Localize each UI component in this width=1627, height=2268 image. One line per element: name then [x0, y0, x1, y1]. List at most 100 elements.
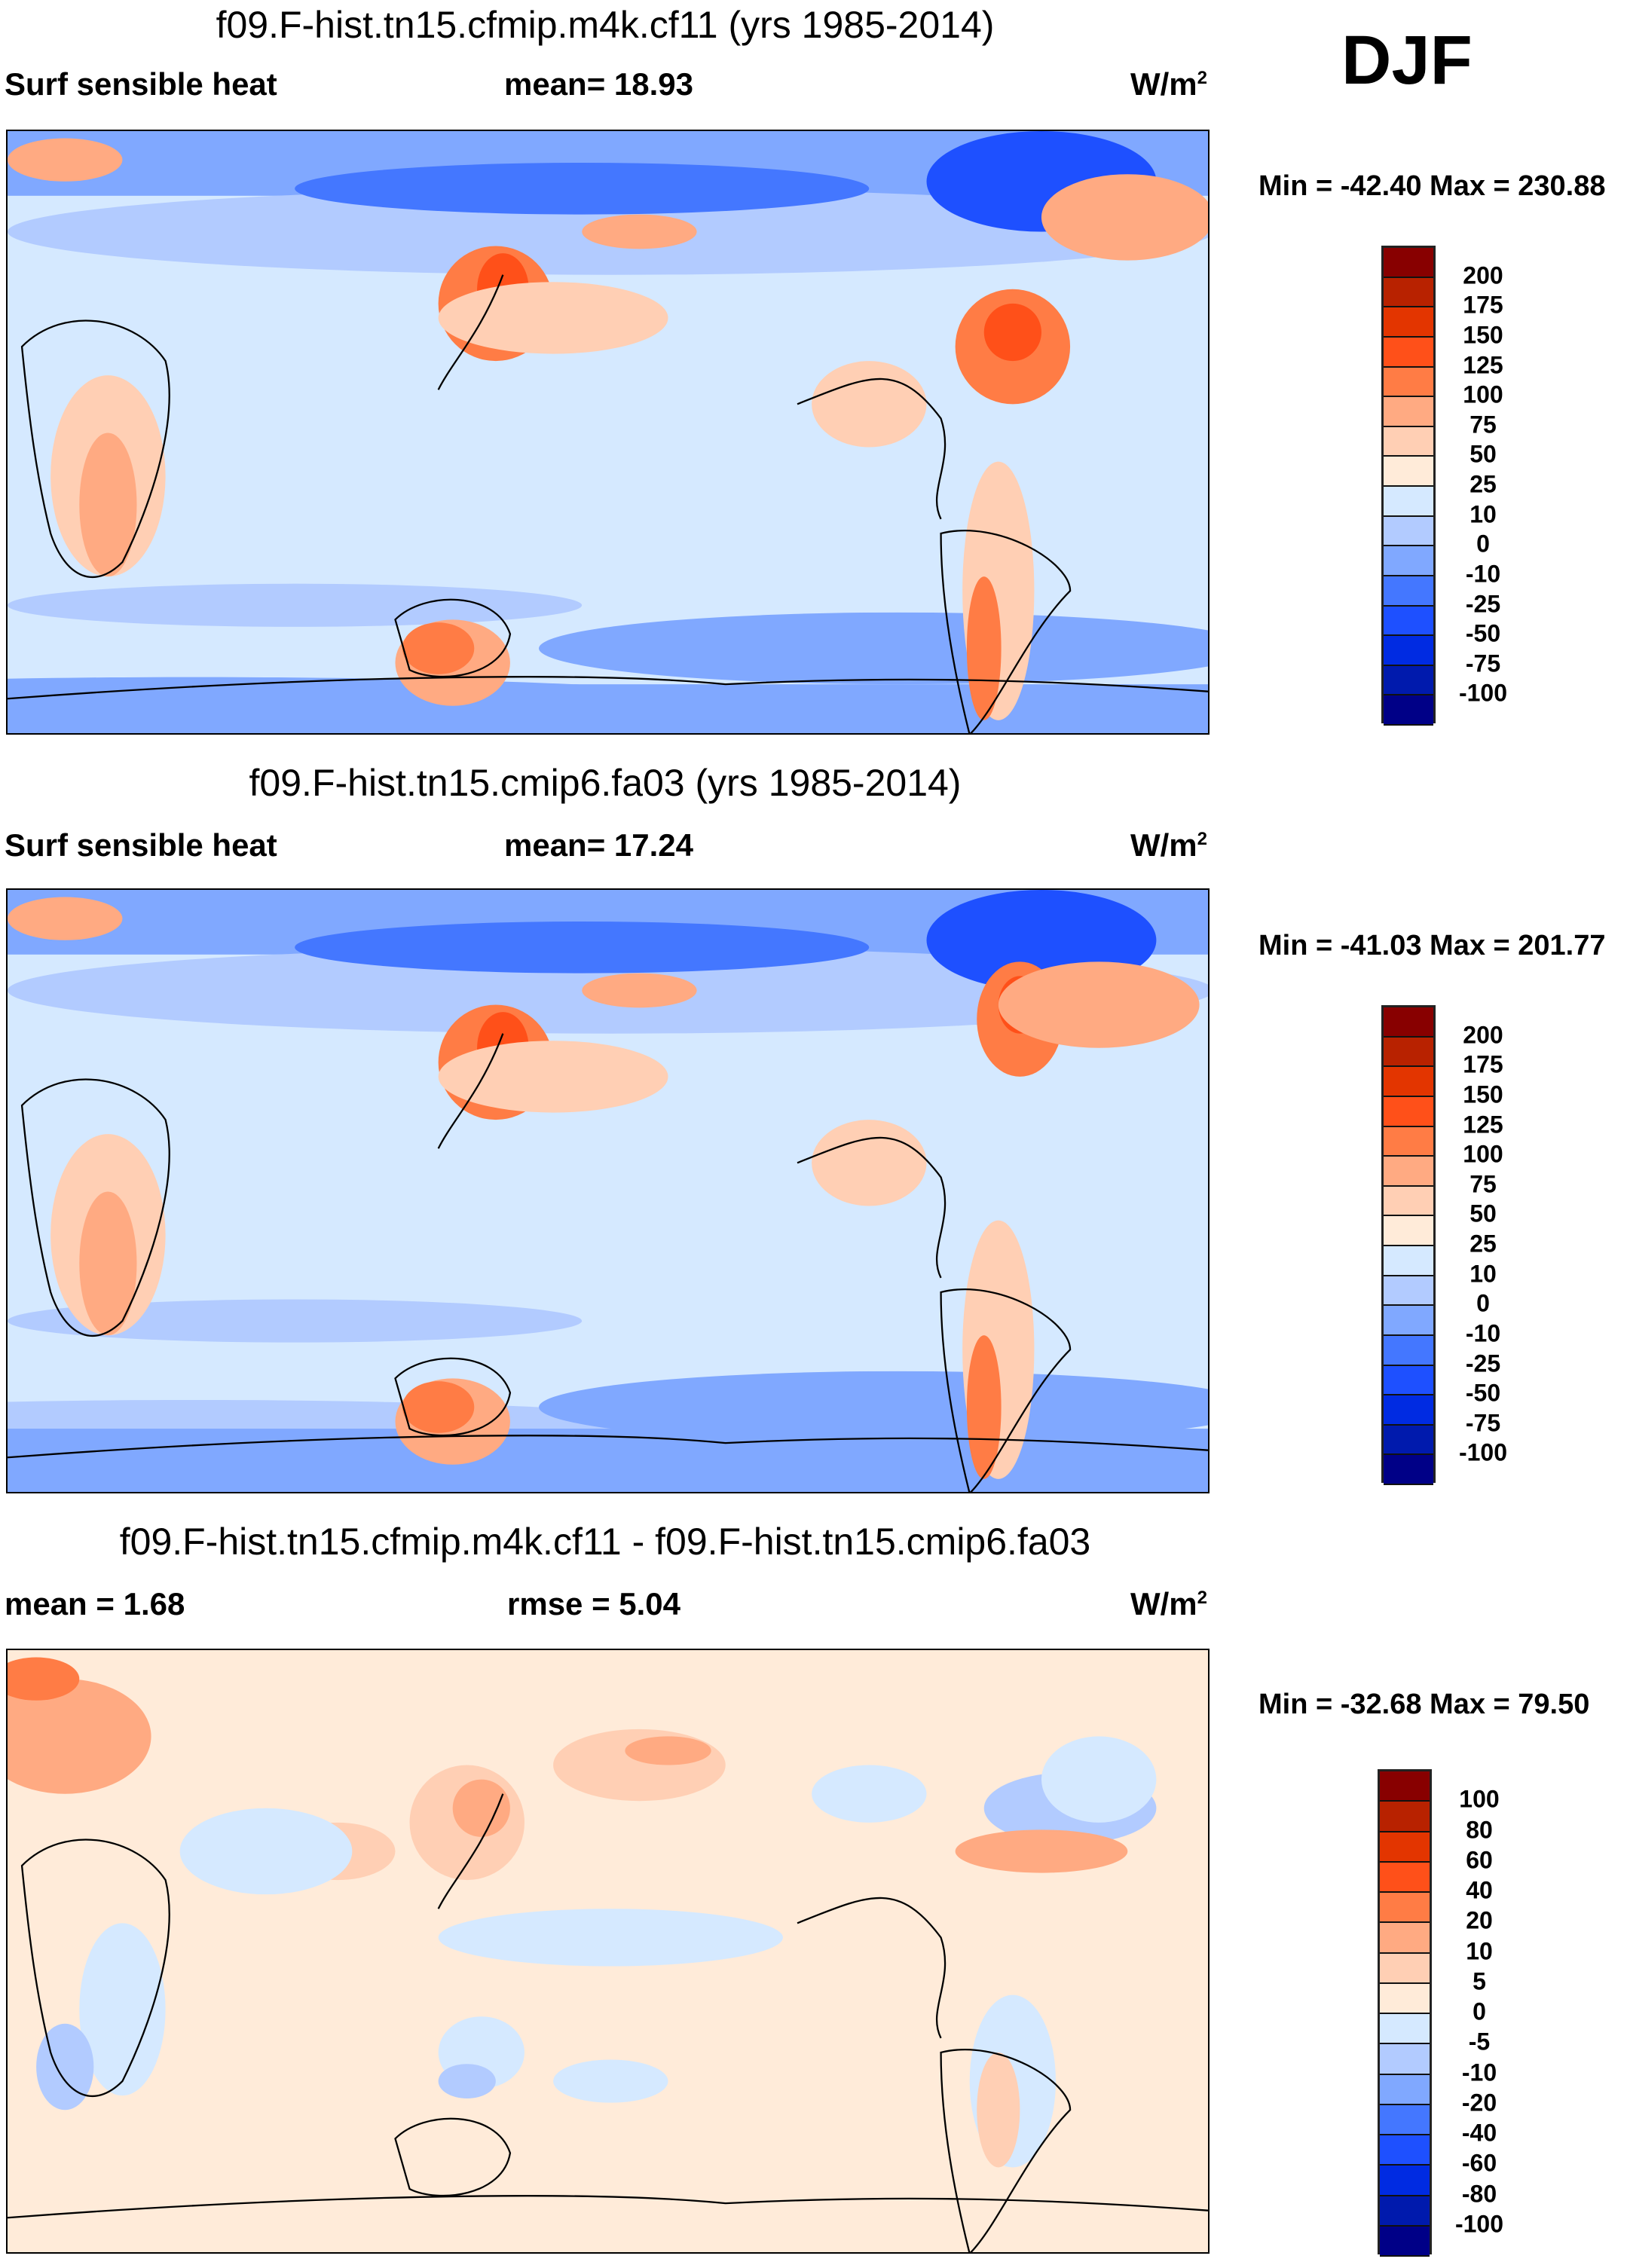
field-contour-region: [998, 961, 1200, 1048]
colorbar-bin: [1380, 1771, 1430, 1802]
colorbar-bin: [1380, 1802, 1430, 1832]
colorbar-bin: [1380, 2196, 1430, 2227]
field-contour-region: [295, 162, 870, 215]
coastline: [437, 1793, 947, 2039]
colorbar-tick-label: -100: [1458, 1438, 1508, 1466]
field-contour-region: [812, 1765, 927, 1823]
colorbar-bin: [1384, 636, 1433, 666]
field-contour-region: [539, 612, 1208, 685]
colorbar-tick-label: 10: [1466, 1937, 1493, 1964]
field-contour-region: [8, 1657, 80, 1701]
colorbar-tick-label: -100: [1454, 2210, 1504, 2238]
field-contour-region: [36, 2023, 94, 2111]
colorbar-tick-label: 20: [1466, 1906, 1493, 1934]
coastline: [8, 2195, 1208, 2219]
colorbar-tick-label: -50: [1465, 619, 1501, 647]
field-contour-region: [582, 973, 697, 1008]
field-contour-region: [966, 1335, 1002, 1479]
colorbar-tick-label: 5: [1473, 1967, 1486, 1995]
colorbar-tick-label: 200: [1463, 261, 1503, 289]
min-max-label: Min = -42.40 Max = 230.88: [1258, 170, 1606, 202]
field-contour-region: [452, 1779, 510, 1837]
field-contour-region: [8, 897, 123, 940]
colorbar-bin: [1384, 1157, 1433, 1187]
colorbar-bin: [1384, 397, 1433, 427]
colorbar-tick-label: 80: [1466, 1816, 1493, 1843]
field-contour-region: [402, 1381, 475, 1433]
colorbar-tick-label: -40: [1461, 2119, 1497, 2147]
colorbar-bin: [1384, 1425, 1433, 1456]
field-contour-region: [438, 2064, 496, 2098]
map-field: [6, 1649, 1210, 2254]
colorbar-tick-label: 50: [1469, 440, 1497, 468]
colorbar-bin: [1384, 1455, 1433, 1485]
panel-left-label: mean = 1.68: [5, 1586, 185, 1622]
map-field: [6, 888, 1210, 1493]
units-exponent: 2: [1197, 68, 1208, 88]
colorbar-bin: [1380, 1983, 1430, 2014]
colorbar: [1381, 1005, 1436, 1485]
units-exponent: 2: [1197, 1588, 1208, 1608]
colorbar-tick-label: 0: [1476, 1289, 1490, 1317]
colorbar-tick-label: -60: [1461, 2149, 1497, 2177]
colorbar-bin: [1384, 337, 1433, 368]
colorbar-bin: [1380, 2014, 1430, 2045]
colorbar-bin: [1384, 576, 1433, 607]
colorbar-tick-label: 25: [1469, 470, 1497, 498]
coastline: [8, 676, 1208, 700]
colorbar-bin: [1380, 2104, 1430, 2135]
units-label: W/m2: [1130, 66, 1207, 102]
colorbar-tick-label: 175: [1463, 1050, 1503, 1078]
field-contour-region: [983, 303, 1041, 362]
panel-center-label: rmse = 5.04: [507, 1586, 681, 1622]
colorbar-tick-label: 50: [1469, 1200, 1497, 1227]
colorbar: [1378, 1769, 1432, 2257]
colorbar-bin: [1380, 2074, 1430, 2105]
colorbar-bin: [1384, 1246, 1433, 1276]
field-contour-region: [79, 433, 137, 577]
colorbar-bin: [1384, 457, 1433, 487]
field-contour-region: [438, 282, 668, 354]
colorbar-bin: [1384, 1365, 1433, 1396]
panel-title: f09.F-hist.tn15.cfmip.m4k.cf11 - f09.F-h…: [119, 1521, 1091, 1563]
units-exponent: 2: [1197, 829, 1208, 849]
colorbar-bin: [1384, 1067, 1433, 1097]
min-max-label: Min = -41.03 Max = 201.77: [1258, 930, 1606, 961]
season-label: DJF: [1341, 22, 1473, 99]
field-contour-region: [179, 1808, 353, 1895]
colorbar-bin: [1384, 426, 1433, 457]
field-contour-region: [79, 1191, 137, 1336]
panel-center-label: mean= 18.93: [504, 66, 694, 102]
field-contour-region: [79, 1923, 166, 2096]
colorbar-tick-label: 200: [1463, 1021, 1503, 1049]
colorbar-tick-label: 75: [1469, 411, 1497, 439]
field-contour-region: [402, 622, 475, 674]
colorbar-tick-label: 125: [1463, 351, 1503, 378]
units-label: W/m2: [1130, 1586, 1207, 1622]
colorbar-tick-label: 100: [1463, 1140, 1503, 1168]
colorbar-bin: [1384, 606, 1433, 637]
field-contour-region: [8, 138, 123, 182]
colorbar-tick-label: -100: [1458, 679, 1508, 707]
colorbar-tick-label: 150: [1463, 1081, 1503, 1108]
colorbar-bin: [1384, 1276, 1433, 1307]
field-contour-region: [812, 1120, 927, 1206]
colorbar-tick-label: 100: [1463, 381, 1503, 408]
colorbar-tick-label: -75: [1465, 1409, 1501, 1437]
field-contour-region: [966, 576, 1002, 720]
colorbar-bin: [1384, 248, 1433, 278]
coastline: [8, 1435, 1208, 1459]
colorbar-bin: [1384, 277, 1433, 308]
colorbar-bin: [1380, 1893, 1430, 1924]
field-contour-region: [977, 2052, 1020, 2168]
colorbar-tick-label: -80: [1461, 2180, 1497, 2207]
field-contour-region: [8, 583, 583, 627]
colorbar-bin: [1380, 2044, 1430, 2075]
colorbar-bin: [1384, 1096, 1433, 1127]
colorbar-tick-label: -10: [1465, 1319, 1501, 1347]
colorbar-bin: [1380, 1953, 1430, 1984]
colorbar-bin: [1384, 516, 1433, 547]
field-contour-region: [8, 684, 1208, 733]
map-field: [6, 130, 1210, 735]
coastline: [940, 530, 1072, 733]
